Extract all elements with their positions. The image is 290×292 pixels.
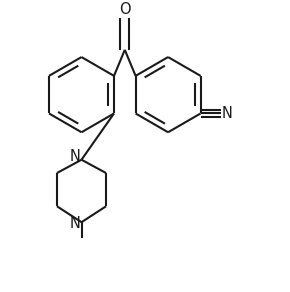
Text: N: N bbox=[222, 106, 233, 121]
Text: O: O bbox=[119, 2, 130, 18]
Text: N: N bbox=[70, 216, 81, 231]
Text: N: N bbox=[70, 149, 81, 164]
